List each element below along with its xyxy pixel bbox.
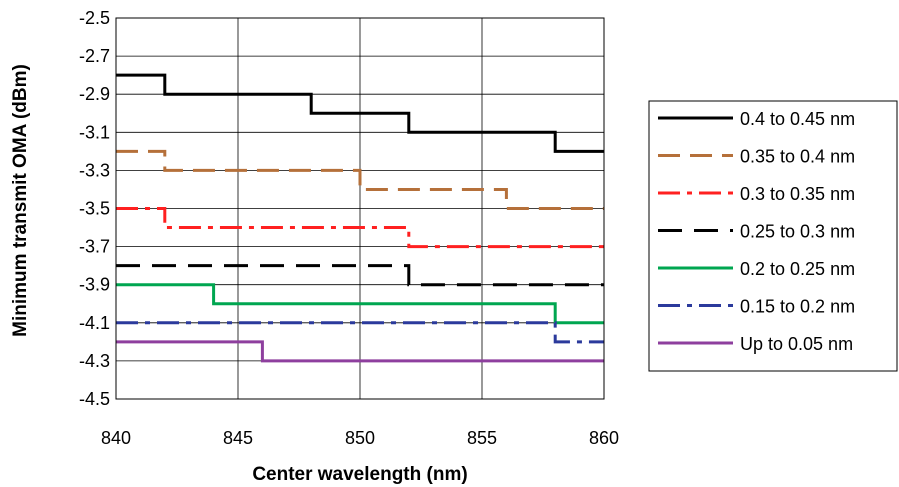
y-tick-label: -2.9 <box>79 84 110 104</box>
legend-label-2: 0.3 to 0.35 nm <box>740 184 855 204</box>
legend-label-4: 0.2 to 0.25 nm <box>740 259 855 279</box>
x-tick-label: 850 <box>345 428 375 448</box>
y-tick-label: -3.9 <box>79 275 110 295</box>
x-tick-label: 840 <box>101 428 131 448</box>
y-tick-label: -4.3 <box>79 351 110 371</box>
x-tick-label: 845 <box>223 428 253 448</box>
legend-box <box>648 100 898 372</box>
series-line-4 <box>116 283 604 325</box>
legend-label-0: 0.4 to 0.45 nm <box>740 109 855 129</box>
series-line-1 <box>116 149 604 210</box>
legend-label-5: 0.15 to 0.2 nm <box>740 297 855 317</box>
legend: 0.4 to 0.45 nm 0.35 to 0.4 nm 0.3 to 0.35 … <box>648 100 898 372</box>
plot-area-border <box>115 17 605 400</box>
legend-label-3: 0.25 to 0.3 nm <box>740 222 855 242</box>
y-tick-label: -3.3 <box>79 160 110 180</box>
y-tick-label: -4.5 <box>79 389 110 409</box>
x-tick-label: 860 <box>589 428 619 448</box>
series-line-3 <box>116 264 604 287</box>
legend-label-6: Up to 0.05 nm <box>740 334 853 354</box>
series-line-0 <box>116 73 604 153</box>
y-tick-label: -4.1 <box>79 313 110 333</box>
y-tick-label: -3.7 <box>79 237 110 257</box>
y-tick-label: -2.7 <box>79 46 110 66</box>
y-tick-label: -2.5 <box>79 8 110 28</box>
y-tick-label: -3.5 <box>79 199 110 219</box>
y-tick-label: -3.1 <box>79 122 110 142</box>
series-line-5 <box>116 321 604 344</box>
x-tick-labels: 840 845 850 855 860 <box>101 428 619 448</box>
y-axis-title: Minimum transmit OMA (dBm) <box>10 64 31 337</box>
legend-label-1: 0.35 to 0.4 nm <box>740 147 855 167</box>
x-axis-title: Center wavelength (nm) <box>252 464 467 485</box>
series-line-6 <box>116 340 604 363</box>
y-tick-labels: -2.5 -2.7 -2.9 -3.1 -3.3 -3.5 -3.7 -3.9 -4.1 -4.3… <box>79 8 110 409</box>
series-group <box>116 73 604 363</box>
x-tick-label: 855 <box>467 428 497 448</box>
